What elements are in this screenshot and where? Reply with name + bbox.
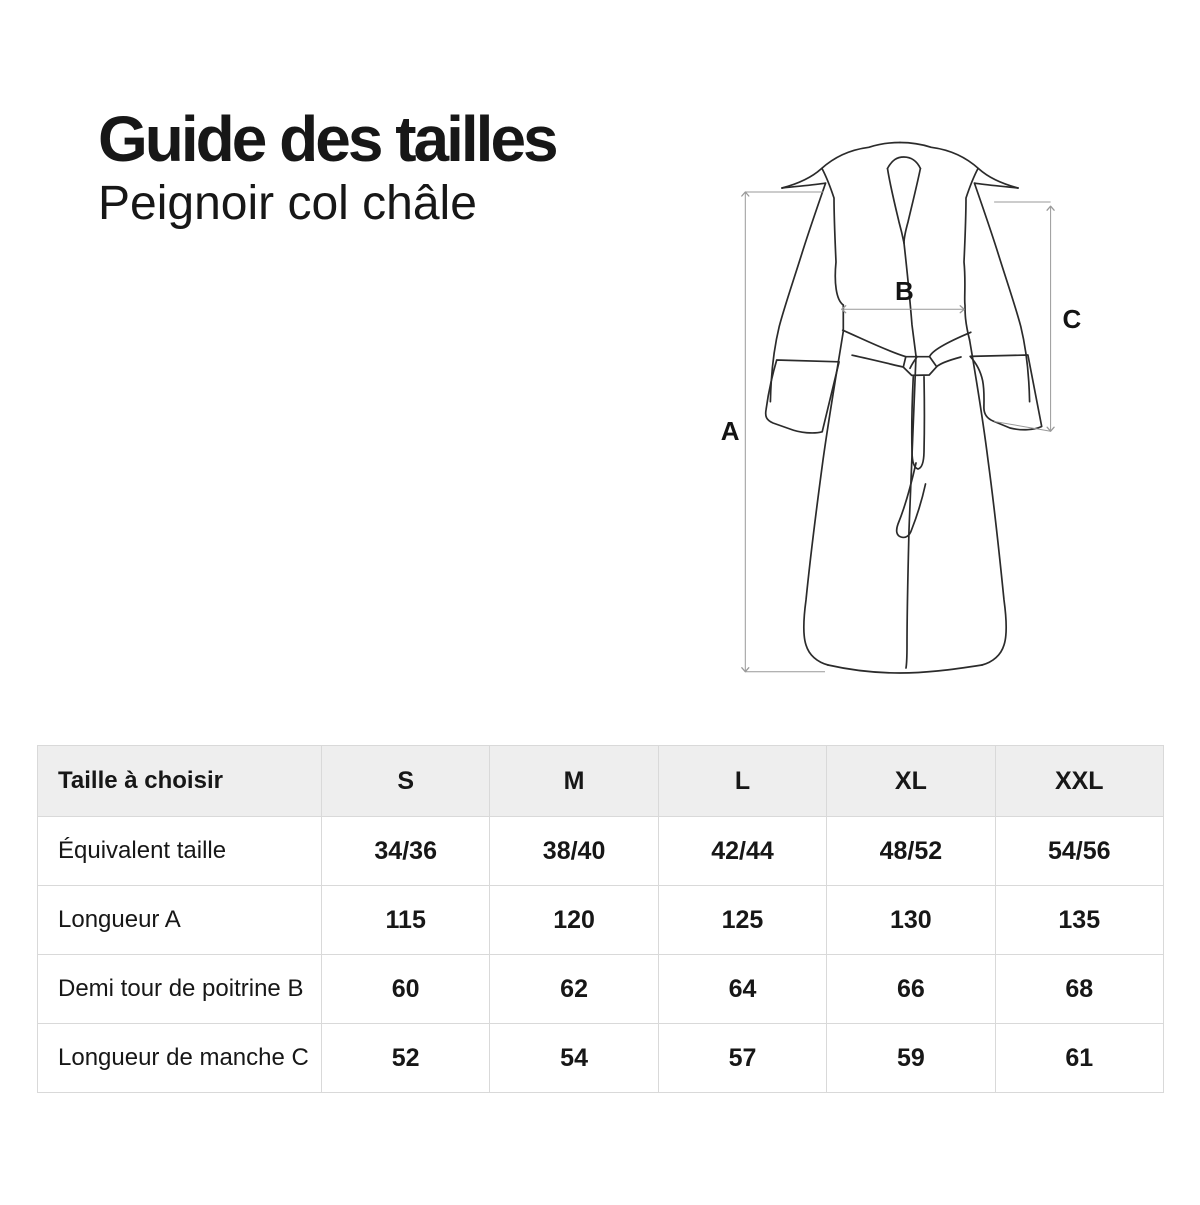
svg-text:B: B — [895, 276, 914, 306]
svg-text:A: A — [721, 416, 740, 446]
svg-text:C: C — [1063, 304, 1082, 334]
